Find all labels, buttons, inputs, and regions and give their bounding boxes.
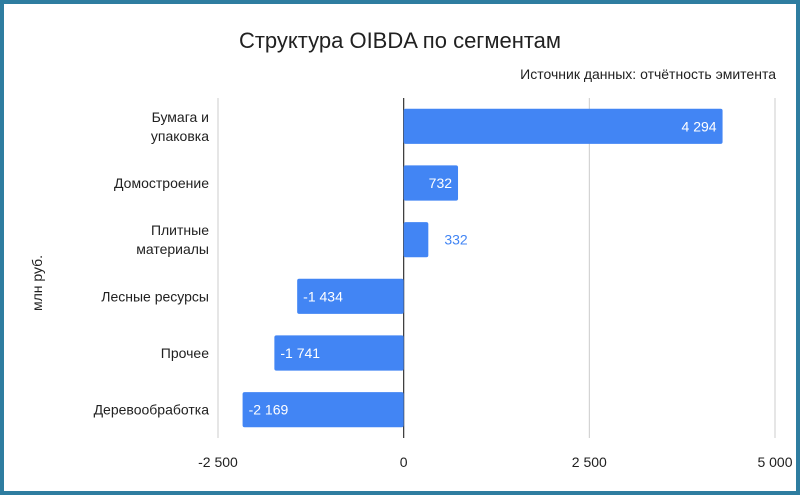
x-tick-label: 5 000 (757, 454, 792, 470)
category-label: Деревообработка (94, 402, 210, 418)
data-label: -1 741 (280, 345, 320, 361)
bar[interactable] (297, 278, 404, 314)
x-tick-label: 0 (400, 454, 408, 470)
chart-subtitle: Источник данных: отчётность эмитента (520, 66, 776, 82)
data-label: 732 (429, 175, 453, 191)
x-tick-label: -2 500 (198, 454, 238, 470)
category-label: Домостроение (114, 175, 209, 191)
category-label: материалы (136, 241, 209, 257)
bar[interactable] (274, 335, 404, 371)
bar[interactable] (242, 392, 404, 428)
category-label: упаковка (151, 128, 209, 144)
bar[interactable] (403, 165, 459, 201)
bar[interactable] (403, 108, 723, 144)
bar[interactable] (403, 222, 429, 258)
data-label: -2 169 (249, 402, 289, 418)
category-label: Плитные (151, 222, 209, 238)
category-label: Лесные ресурсы (101, 288, 209, 304)
category-label: Бумага и (152, 109, 209, 125)
data-label: 4 294 (682, 118, 717, 134)
x-tick-label: 2 500 (572, 454, 607, 470)
y-axis-title: млн руб. (29, 255, 45, 311)
data-label: -1 434 (303, 288, 343, 304)
data-label: 332 (444, 232, 468, 248)
chart-title: Структура OIBDA по сегментам (239, 28, 561, 53)
category-label: Прочее (161, 345, 209, 361)
